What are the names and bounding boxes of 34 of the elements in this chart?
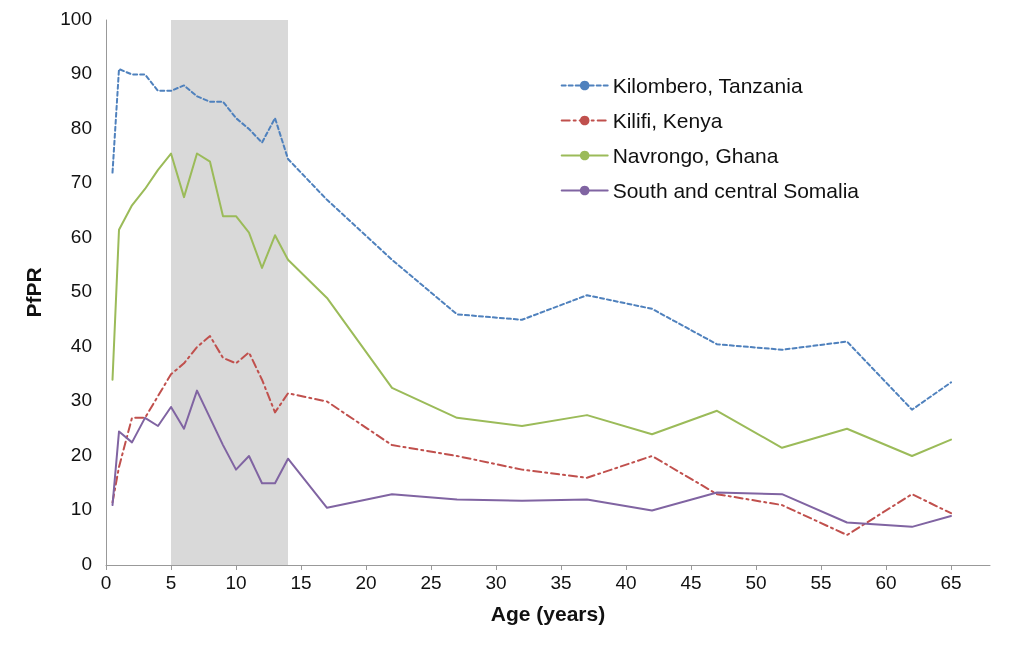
y-tick-label: 80 [70, 116, 92, 138]
line-series [111, 389, 952, 528]
y-tick-label: 30 [70, 389, 92, 410]
x-tick-label: 60 [875, 572, 897, 593]
legend-label: Kilifi, Kenya [612, 109, 723, 132]
x-tick-label: 15 [290, 572, 312, 593]
x-tick-label: 35 [550, 572, 572, 593]
y-tick-label: 50 [70, 280, 92, 301]
y-tick-label: 0 [81, 552, 92, 574]
y-axis-title: PfPR [22, 267, 45, 318]
y-tick-label: 20 [70, 443, 92, 465]
x-tick-label: 55 [810, 572, 832, 593]
x-tick-label: 5 [165, 572, 177, 593]
line-series [111, 68, 952, 411]
x-tick-label: 20 [355, 572, 377, 593]
y-tick-label: 40 [70, 334, 92, 356]
x-tick-label: 30 [485, 572, 507, 593]
x-tick-label: 65 [940, 572, 962, 593]
y-tick-label: 60 [70, 225, 92, 247]
x-axis-title: Age (years) [490, 602, 606, 625]
legend-label: Navrongo, Ghana [612, 144, 779, 167]
y-tick-label: 90 [70, 62, 92, 83]
legend-label: South and central Somalia [612, 179, 860, 202]
line-series [111, 335, 952, 537]
y-tick-label: 70 [70, 171, 92, 192]
x-tick-label: 40 [615, 572, 637, 593]
y-tick-label: 100 [60, 7, 92, 29]
x-tick-label: 10 [225, 572, 247, 593]
y-tick-label: 10 [70, 498, 92, 519]
legend-label: Kilombero, Tanzania [612, 74, 803, 97]
x-tick-label: 50 [745, 572, 767, 593]
x-tick-label: 0 [100, 572, 112, 593]
x-tick-label: 25 [420, 572, 442, 593]
x-tick-label: 45 [680, 572, 702, 593]
